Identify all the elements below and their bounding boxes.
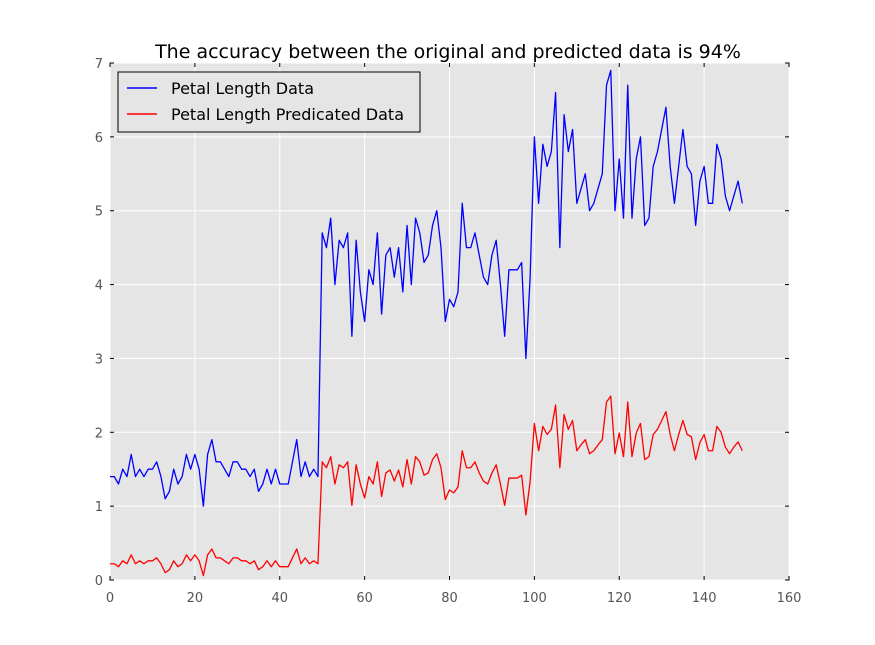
axis-ticks: 0 20 40 60 80 100 120 140 160 0 1 2 3 4 5 6 7 [95,57,802,606]
x-tick-label-0: 0 [106,591,114,606]
legend-label-1: Petal Length Predicated Data [171,105,404,124]
legend-label-0: Petal Length Data [171,79,314,98]
y-tick-label-6: 6 [95,131,103,146]
y-tick-label-2: 2 [95,426,103,441]
y-tick-label-0: 0 [95,574,103,589]
legend: Petal Length Data Petal Length Predicate… [117,71,421,133]
x-tick-label-8: 160 [777,591,802,606]
y-tick-label-5: 5 [95,205,103,220]
legend-box [117,71,421,133]
chart-title: The accuracy between the original and pr… [154,41,741,63]
x-tick-label-7: 140 [692,591,717,606]
y-tick-label-3: 3 [95,352,103,367]
series-lines [110,69,743,577]
y-tick-label-7: 7 [95,57,103,72]
x-tick-label-3: 60 [356,591,373,606]
x-tick-label-5: 100 [522,591,547,606]
x-tick-label-4: 80 [441,591,458,606]
x-tick-label-1: 20 [187,591,204,606]
y-tick-label-4: 4 [95,279,103,294]
series-line-0 [110,69,743,507]
y-tick-label-1: 1 [95,500,103,515]
x-tick-label-2: 40 [271,591,288,606]
x-tick-label-6: 120 [607,591,632,606]
series-line-1 [110,395,743,577]
